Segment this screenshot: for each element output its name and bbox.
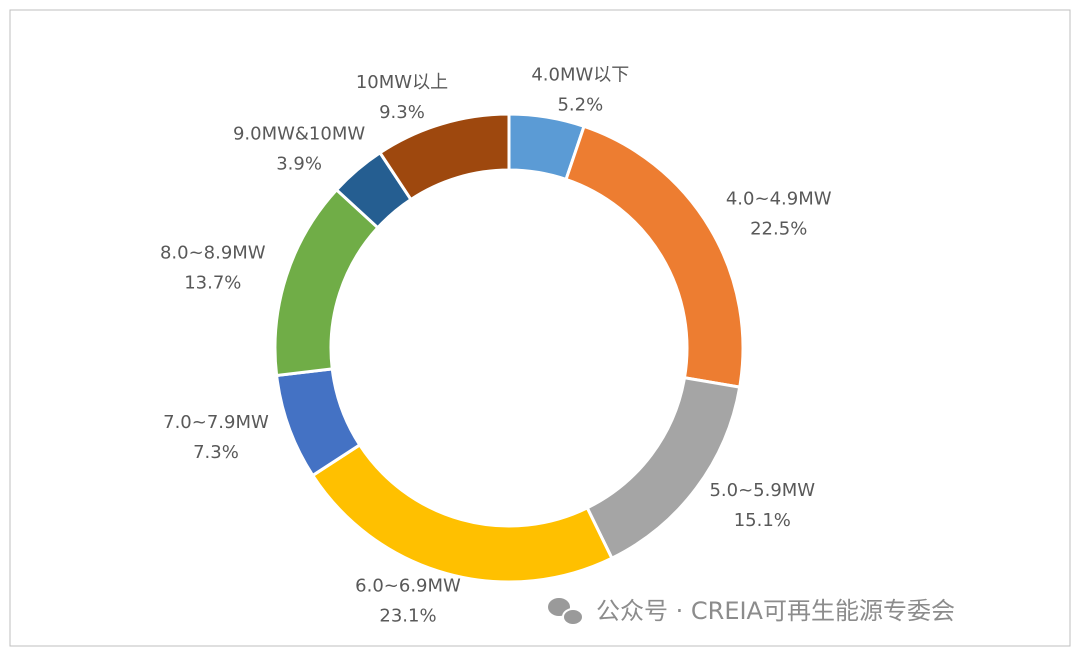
watermark-icon xyxy=(548,598,584,626)
slice-category-label: 6.0~6.9MW xyxy=(355,576,461,597)
slice-category-label: 5.0~5.9MW xyxy=(709,480,815,501)
slice-value-label: 13.7% xyxy=(184,273,241,294)
donut-slice xyxy=(377,112,511,202)
slice-value-label: 9.3% xyxy=(379,102,425,123)
slice-category-label: 9.0MW&10MW xyxy=(233,124,365,145)
slice-value-label: 3.9% xyxy=(276,154,322,175)
slice-category-label: 7.0~7.9MW xyxy=(163,412,269,433)
slice-value-label: 5.2% xyxy=(557,94,603,115)
slice-value-label: 7.3% xyxy=(193,442,239,463)
slice-category-label: 4.0~4.9MW xyxy=(726,189,832,210)
watermark: 公众号 · CREIA可再生能源专委会 xyxy=(596,597,955,625)
slice-value-label: 22.5% xyxy=(750,219,807,240)
slice-value-label: 23.1% xyxy=(379,606,436,627)
slice-category-label: 8.0~8.9MW xyxy=(160,243,266,264)
slice-category-label: 10MW以上 xyxy=(356,72,448,93)
slice-value-label: 15.1% xyxy=(734,510,791,531)
slice-category-label: 4.0MW以下 xyxy=(531,64,629,85)
